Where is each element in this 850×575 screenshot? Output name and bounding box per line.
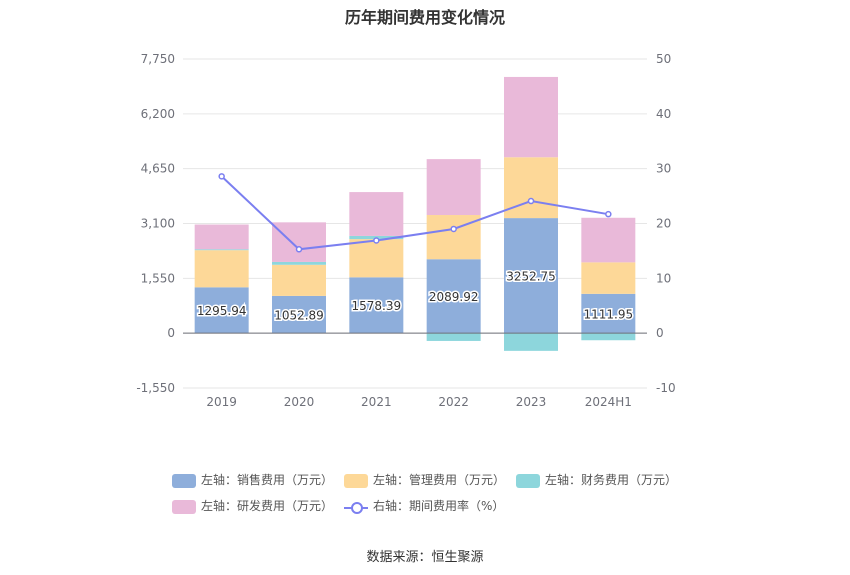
- x-tick-label: 2023: [516, 395, 547, 409]
- bar-data-label: 1111.95: [584, 307, 634, 321]
- rate-point: [373, 237, 380, 244]
- legend-swatch: [516, 473, 540, 488]
- bar-segment: [426, 259, 481, 334]
- bar-segment: [426, 159, 481, 216]
- legend-label: 左轴：财务费用（万元）: [545, 473, 678, 487]
- bar-data-label: 1295.94: [197, 304, 247, 318]
- legend-label: 左轴：管理费用（万元）: [373, 473, 506, 487]
- bar-segment: [349, 192, 404, 236]
- bar-segment: [194, 249, 249, 251]
- bar-segment: [272, 295, 326, 334]
- bar-data-label: 1578.39: [352, 299, 402, 313]
- bar-segment: [504, 157, 558, 219]
- bar-segment: [504, 333, 558, 351]
- y-right-tick-label: 40: [656, 107, 671, 121]
- legend-item[interactable]: 右轴：期间费用率（%）: [344, 498, 504, 514]
- y-right-tick-label: 50: [656, 52, 671, 66]
- bar-segment: [194, 250, 249, 288]
- bar-data-label: 1052.89: [274, 309, 324, 323]
- legend-label: 左轴：销售费用（万元）: [201, 473, 334, 487]
- chart-title: 历年期间费用变化情况: [344, 8, 505, 27]
- y-left-tick-label: 1,550: [141, 271, 175, 285]
- legend-label: 右轴：期间费用率（%）: [373, 499, 505, 513]
- bar-segment: [272, 261, 326, 265]
- data-source-note: 数据来源：恒生聚源: [366, 550, 484, 565]
- legend-item[interactable]: 左轴：销售费用（万元）: [172, 472, 333, 488]
- x-tick-label: 2020: [284, 395, 315, 409]
- legend-swatch: [172, 473, 196, 488]
- y-left-tick-label: 3,100: [141, 217, 175, 231]
- rate-line: [220, 175, 609, 251]
- y-left-tick-label: 7,750: [141, 52, 175, 66]
- y-left-tick-label: -1,550: [136, 381, 175, 395]
- legend-item[interactable]: 左轴：管理费用（万元）: [344, 472, 505, 488]
- bar-segment: [504, 76, 558, 158]
- bar-data-label: 3252.75: [506, 270, 556, 284]
- legend-item[interactable]: 左轴：研发费用（万元）: [172, 498, 333, 514]
- bar-segment: [272, 222, 326, 262]
- x-tick-label: 2022: [438, 395, 469, 409]
- legend-item[interactable]: 左轴：财务费用（万元）: [516, 472, 677, 488]
- x-tick-label: 2024H1: [585, 395, 632, 409]
- legend-swatch: [344, 473, 368, 488]
- y-left-tick-label: 6,200: [141, 107, 175, 121]
- bar-data-label: 2089.92: [429, 290, 479, 304]
- chart-plot: 7,750 50 6,200 40 4,650 30 3,100 20 1,550 10 0 0 -1,…: [136, 52, 676, 409]
- bar-segment: [349, 239, 404, 278]
- bar-segment: [581, 333, 636, 341]
- x-tick-label: 2019: [206, 395, 237, 409]
- bar-segment: [349, 277, 404, 334]
- x-tick-label: 2021: [361, 395, 392, 409]
- bar-segment: [581, 217, 636, 263]
- bar-segment: [504, 218, 558, 334]
- rate-point: [218, 173, 225, 180]
- y-left-tick-label: 4,650: [141, 162, 175, 176]
- legend-swatch: [344, 500, 368, 514]
- y-right-tick-label: -10: [656, 381, 676, 395]
- legend-swatch: [172, 499, 196, 514]
- bar-segment: [581, 293, 636, 334]
- y-right-tick-label: 10: [656, 271, 671, 285]
- rate-point: [295, 246, 303, 253]
- y-left-tick-label: 0: [167, 326, 175, 340]
- rate-point: [450, 225, 457, 233]
- bar-segment: [272, 264, 326, 296]
- bar-segment: [194, 224, 249, 250]
- bar-segment: [426, 333, 481, 341]
- y-right-tick-label: 20: [656, 217, 671, 231]
- bar-segment: [581, 262, 636, 294]
- y-right-tick-label: 30: [656, 162, 671, 176]
- y-right-tick-label: 0: [656, 326, 664, 340]
- rate-point: [605, 210, 612, 218]
- rate-point: [527, 197, 535, 205]
- bar-segment: [194, 287, 249, 334]
- legend-label: 左轴：研发费用（万元）: [201, 499, 334, 513]
